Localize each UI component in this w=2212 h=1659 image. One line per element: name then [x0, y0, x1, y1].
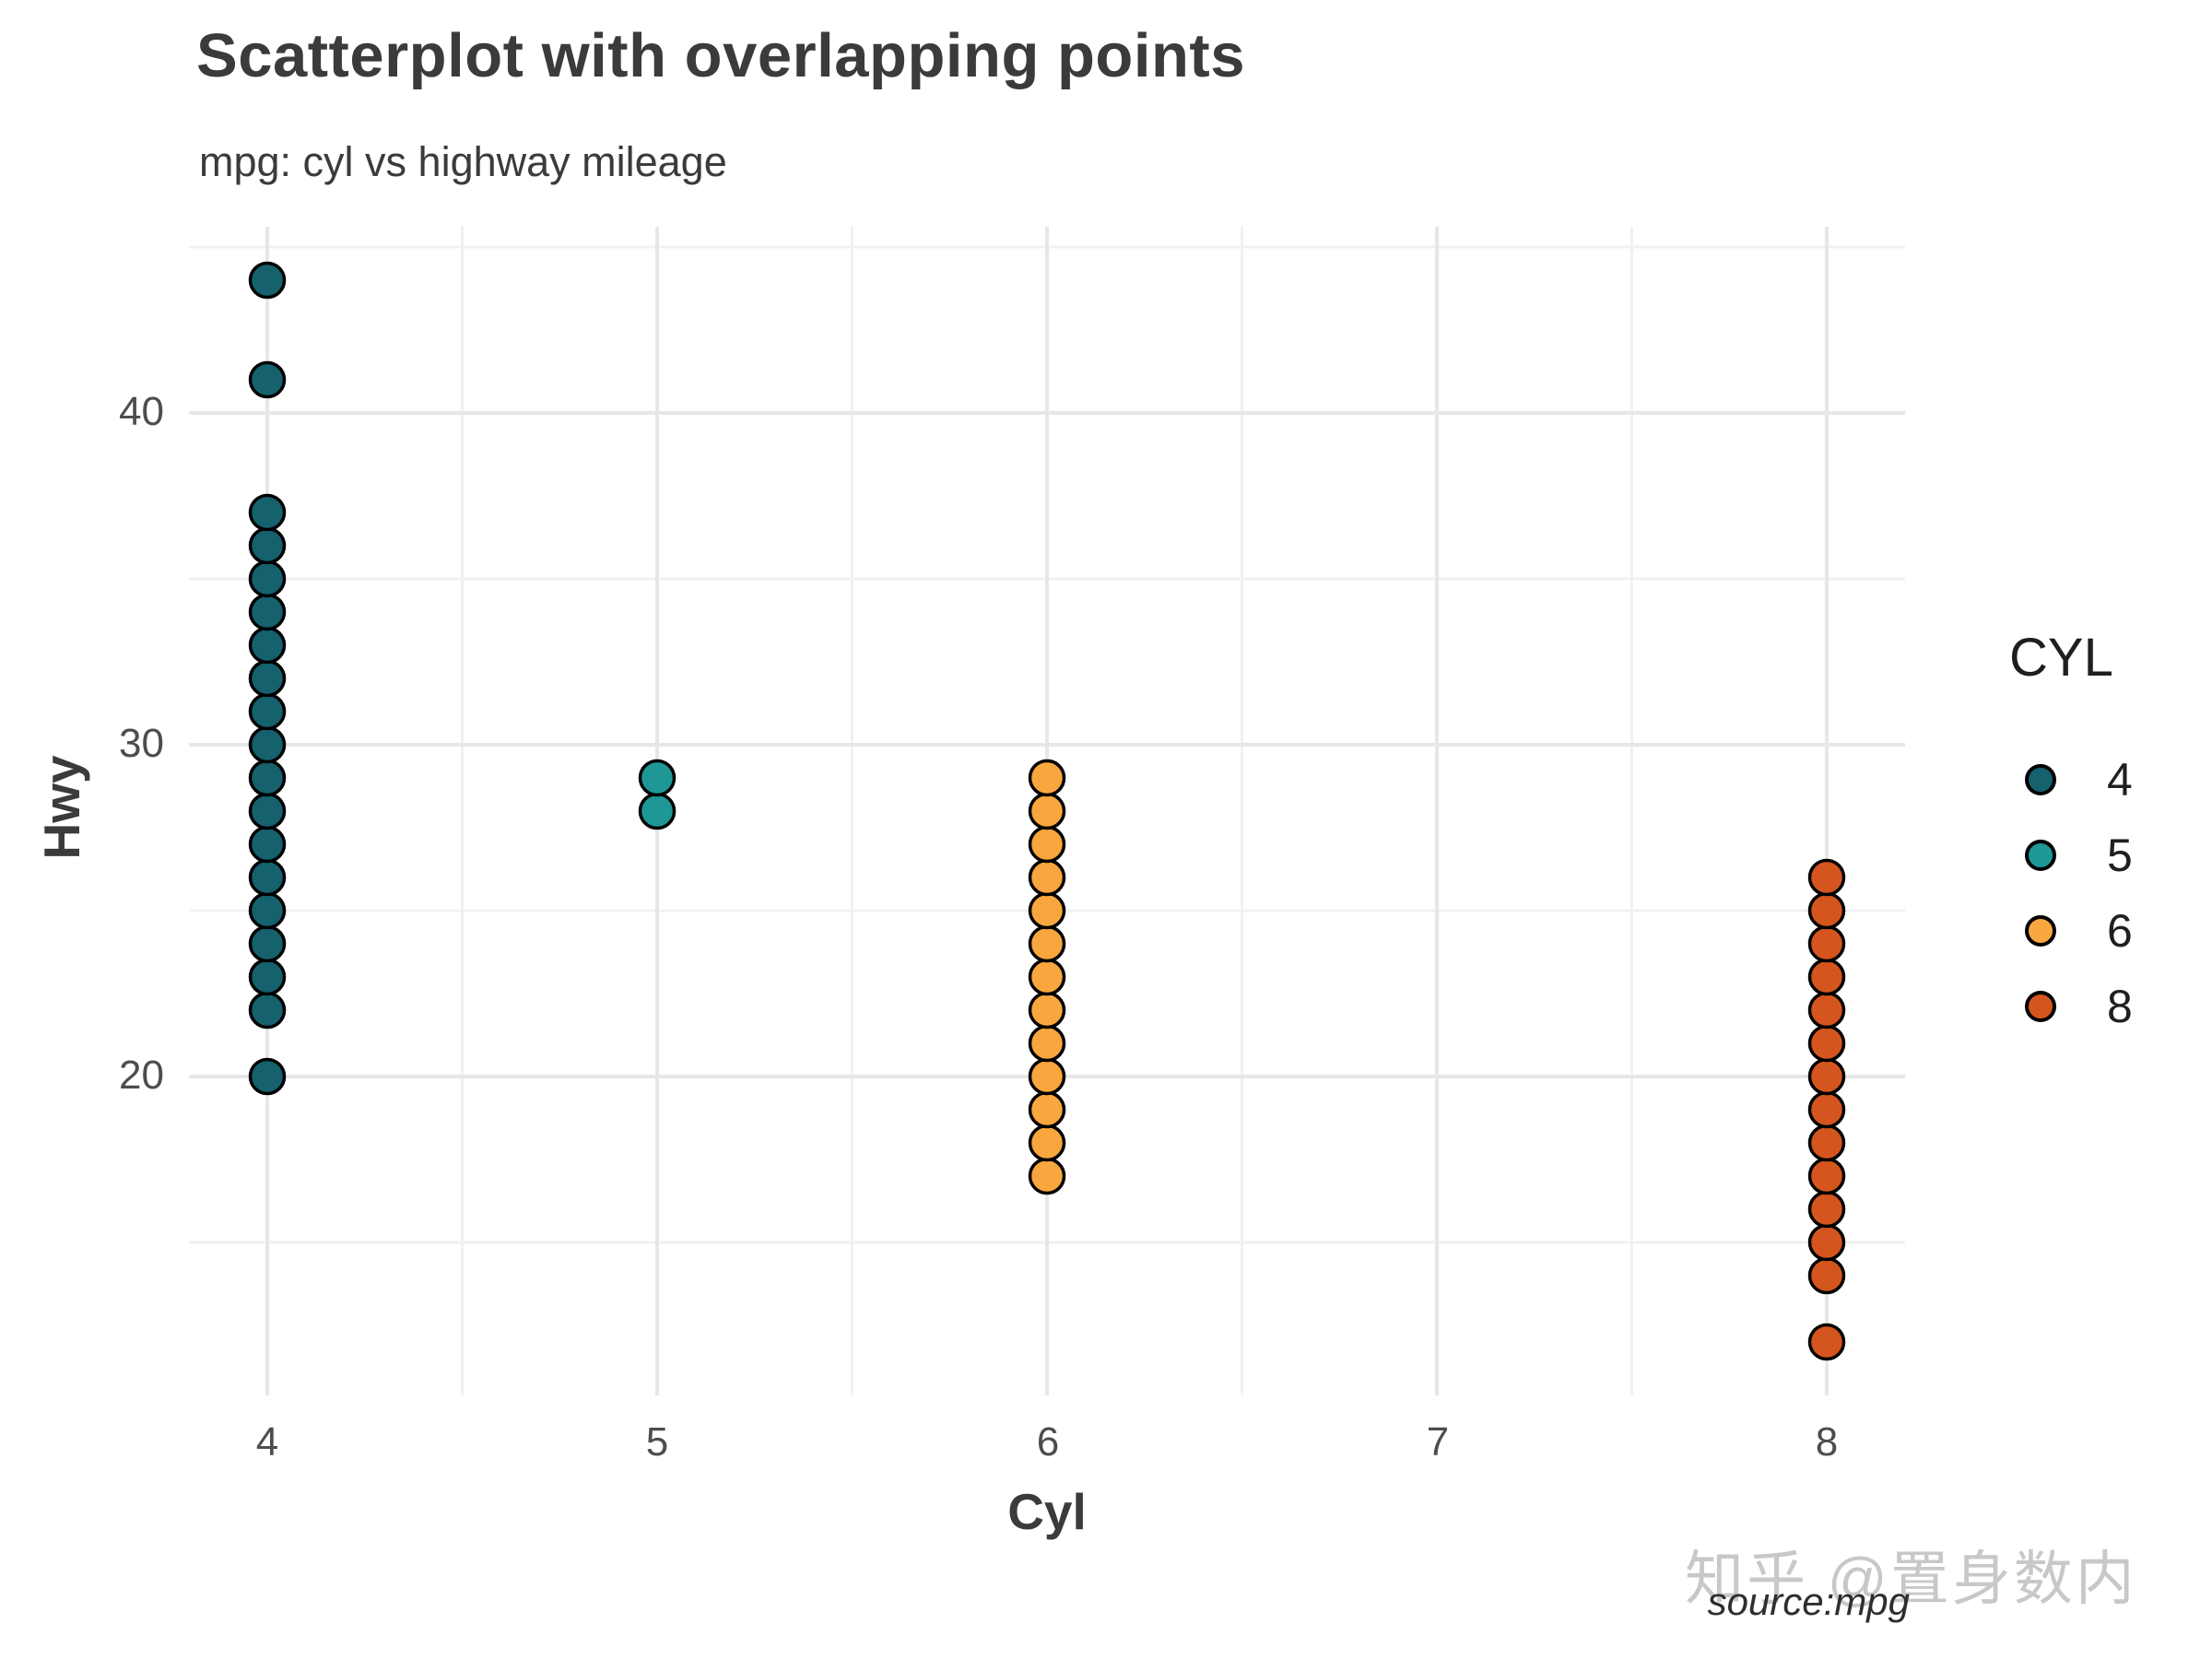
chart-title: Scatterplot with overlapping points	[196, 21, 1245, 90]
data-point-cyl4-hwy41	[248, 360, 287, 399]
data-point-cyl4-hwy44	[248, 261, 287, 300]
x-tick-label-4: 4	[255, 1419, 279, 1465]
data-point-cyl6-hwy24	[1028, 924, 1066, 963]
x-tick-label-7: 7	[1426, 1419, 1450, 1465]
legend-item-cyl5: 5	[2009, 818, 2212, 893]
x-tick-label-6: 6	[1036, 1419, 1060, 1465]
data-point-cyl8-hwy21	[1807, 1024, 1846, 1063]
data-point-cyl4-hwy29	[248, 759, 287, 797]
data-point-cyl8-hwy15	[1807, 1223, 1846, 1262]
legend-label: 4	[2107, 754, 2133, 806]
legend-title: CYL	[2009, 628, 2113, 688]
data-point-cyl6-hwy27	[1028, 825, 1066, 864]
data-point-cyl6-hwy17	[1028, 1157, 1066, 1195]
watermark: 知乎 @置身数内	[1685, 1546, 2137, 1612]
legend-item-cyl6: 6	[2009, 893, 2212, 969]
legend: CYL 4 5 6 8	[2009, 627, 2212, 1044]
x-tick-label-8: 8	[1815, 1419, 1839, 1465]
legend-label: 5	[2107, 830, 2133, 881]
x-axis-title: Cyl	[1007, 1483, 1087, 1540]
data-point-cyl4-hwy23	[248, 958, 287, 996]
data-point-cyl4-hwy26	[248, 858, 287, 897]
data-point-cyl8-hwy12	[1807, 1323, 1846, 1361]
data-point-cyl6-hwy25	[1028, 891, 1066, 930]
data-point-cyl6-hwy23	[1028, 958, 1066, 996]
legend-swatch-cyl5-icon	[2025, 840, 2056, 871]
data-point-cyl6-hwy26	[1028, 858, 1066, 897]
data-point-cyl8-hwy26	[1807, 858, 1846, 897]
data-point-cyl6-hwy20	[1028, 1057, 1066, 1096]
data-point-cyl8-hwy23	[1807, 958, 1846, 996]
chart-subtitle: mpg: cyl vs highway mileage	[199, 138, 727, 185]
data-point-cyl4-hwy31	[248, 692, 287, 731]
data-point-cyl4-hwy25	[248, 891, 287, 930]
data-point-cyl8-hwy14	[1807, 1256, 1846, 1295]
data-point-cyl4-hwy20	[248, 1057, 287, 1096]
chart-caption: source:mpg	[1707, 1580, 1910, 1623]
y-tick-label-20: 20	[119, 1053, 164, 1098]
data-point-cyl4-hwy24	[248, 924, 287, 963]
y-axis-title: Hwy	[33, 755, 90, 860]
data-point-cyl4-hwy36	[248, 526, 287, 565]
x-tick-label-5: 5	[645, 1419, 669, 1465]
data-point-cyl5-hwy28	[638, 792, 677, 830]
data-point-cyl8-hwy22	[1807, 991, 1846, 1030]
legend-item-cyl4: 4	[2009, 742, 2212, 818]
data-point-cyl8-hwy20	[1807, 1057, 1846, 1096]
data-point-cyl8-hwy25	[1807, 891, 1846, 930]
legend-swatch-cyl8-icon	[2025, 991, 2056, 1022]
data-point-cyl4-hwy30	[248, 725, 287, 764]
data-point-cyl6-hwy22	[1028, 991, 1066, 1030]
data-point-cyl6-hwy21	[1028, 1024, 1066, 1063]
data-point-cyl6-hwy19	[1028, 1090, 1066, 1129]
legend-label: 8	[2107, 981, 2133, 1032]
data-point-cyl8-hwy17	[1807, 1157, 1846, 1195]
y-tick-label-30: 30	[119, 721, 164, 766]
data-point-cyl8-hwy16	[1807, 1190, 1846, 1229]
data-point-cyl4-hwy34	[248, 593, 287, 631]
data-point-cyl8-hwy19	[1807, 1090, 1846, 1129]
data-point-cyl4-hwy22	[248, 991, 287, 1030]
legend-swatch-cyl4-icon	[2025, 764, 2056, 795]
legend-label: 6	[2107, 905, 2133, 957]
data-point-cyl6-hwy28	[1028, 792, 1066, 830]
y-tick-label-40: 40	[119, 389, 164, 434]
data-point-cyl4-hwy37	[248, 493, 287, 532]
data-point-cyl4-hwy28	[248, 792, 287, 830]
data-point-cyl4-hwy32	[248, 659, 287, 698]
legend-swatch-cyl6-icon	[2025, 915, 2056, 947]
legend-item-cyl8: 8	[2009, 969, 2212, 1044]
data-point-cyl8-hwy24	[1807, 924, 1846, 963]
data-point-cyl5-hwy29	[638, 759, 677, 797]
data-point-cyl4-hwy35	[248, 559, 287, 598]
data-point-cyl4-hwy33	[248, 626, 287, 665]
data-point-cyl4-hwy27	[248, 825, 287, 864]
data-point-cyl8-hwy18	[1807, 1124, 1846, 1162]
data-point-cyl6-hwy29	[1028, 759, 1066, 797]
data-point-cyl6-hwy18	[1028, 1124, 1066, 1162]
